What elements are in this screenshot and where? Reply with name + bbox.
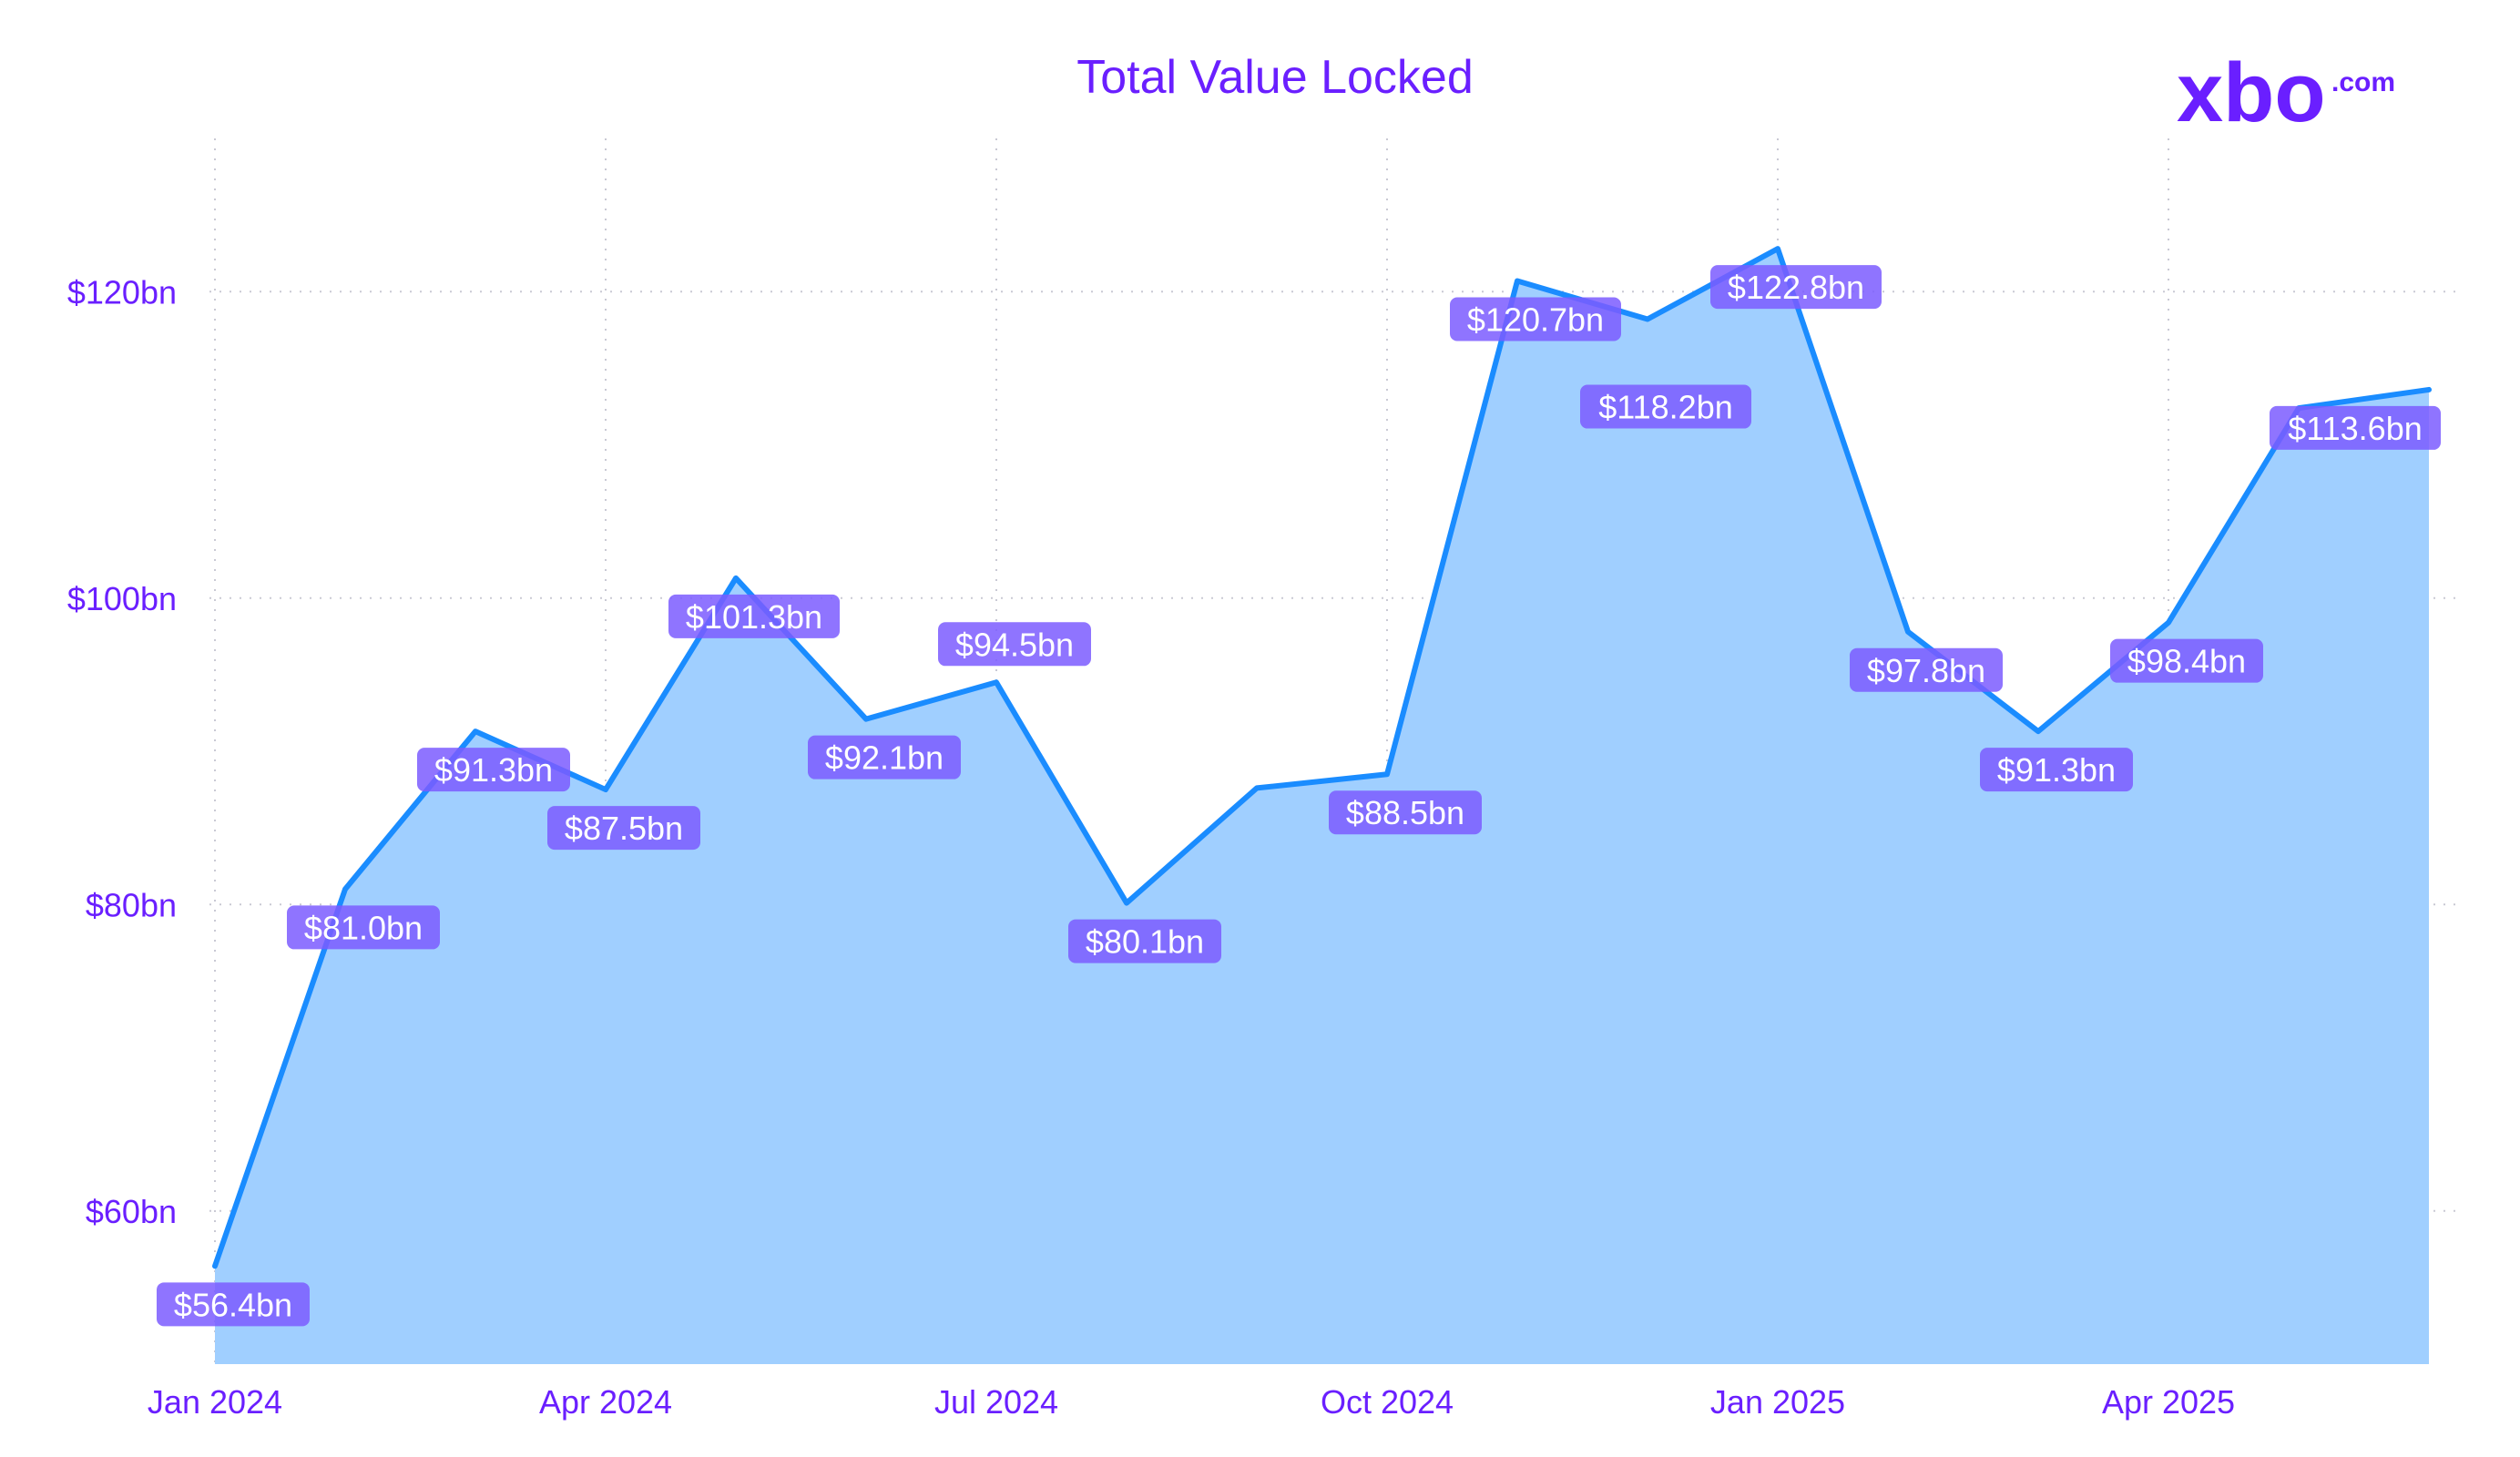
x-tick-label: Oct 2024 <box>1321 1383 1454 1421</box>
data-label: $113.6bn <box>2270 405 2441 450</box>
data-label-text: $80.1bn <box>1086 923 1204 961</box>
data-label-bg <box>1980 748 2133 792</box>
data-label: $56.4bn <box>157 1282 310 1327</box>
data-label: $87.5bn <box>547 806 700 851</box>
x-tick-label: Jan 2025 <box>1710 1383 1845 1421</box>
data-label: $94.5bn <box>938 622 1091 667</box>
data-label-bg <box>938 622 1091 667</box>
data-label-bg <box>668 594 840 638</box>
data-labels: $56.4bn $81.0bn $91.3bn $87.5bn $101.3bn $92.… <box>157 265 2441 1327</box>
data-label-text: $101.3bn <box>686 598 822 636</box>
data-label-text: $87.5bn <box>565 810 683 847</box>
data-label-bg <box>1450 297 1621 341</box>
x-tick-label: Apr 2025 <box>2102 1383 2235 1421</box>
data-label-text: $56.4bn <box>174 1286 292 1323</box>
data-label: $81.0bn <box>287 905 440 950</box>
area-layer <box>212 246 2432 1364</box>
y-tick-label: $120bn <box>67 273 177 311</box>
data-label-text: $91.3bn <box>1997 751 2116 789</box>
series-line <box>212 246 2432 1269</box>
data-label-text: $94.5bn <box>955 626 1074 663</box>
data-label-bg <box>1068 919 1221 963</box>
data-label: $120.7bn <box>1450 297 1621 341</box>
data-label-text: $97.8bn <box>1867 652 1985 689</box>
data-label: $91.3bn <box>417 748 570 792</box>
logo-suffix: .com <box>2331 67 2395 97</box>
data-label-text: $81.0bn <box>304 909 423 946</box>
data-label-bg <box>1580 384 1751 429</box>
data-label: $101.3bn <box>668 594 840 638</box>
area-fill <box>215 249 2429 1364</box>
data-label-text: $92.1bn <box>825 739 944 777</box>
logo-text: xbo <box>2177 46 2326 139</box>
x-tick-label: Jan 2024 <box>148 1383 282 1421</box>
x-axis: Jan 2024 Apr 2024 Jul 2024 Oct 2024 Jan 2025… <box>148 1383 2235 1421</box>
data-label-bg <box>1329 790 1482 835</box>
y-tick-label: $100bn <box>67 580 177 617</box>
data-label-text: $91.3bn <box>434 751 553 789</box>
data-label: $92.1bn <box>808 735 961 779</box>
data-label: $91.3bn <box>1980 748 2133 792</box>
data-label: $118.2bn <box>1580 384 1751 429</box>
data-label: $88.5bn <box>1329 790 1482 835</box>
x-tick-label: Jul 2024 <box>934 1383 1058 1421</box>
data-label-bg <box>1850 647 2003 692</box>
data-label-text: $98.4bn <box>2127 643 2246 680</box>
data-label-text: $118.2bn <box>1598 389 1732 426</box>
data-label: $80.1bn <box>1068 919 1221 963</box>
data-label-bg <box>157 1282 310 1327</box>
data-label: $98.4bn <box>2110 638 2263 683</box>
data-label-bg <box>1710 265 1882 310</box>
data-label-bg <box>417 748 570 792</box>
data-label-text: $122.8bn <box>1728 269 1864 306</box>
data-label: $122.8bn <box>1710 265 1882 310</box>
data-label-bg <box>2270 405 2441 450</box>
data-label-text: $120.7bn <box>1467 301 1604 338</box>
y-axis: $60bn $80bn $100bn $120bn <box>67 273 177 1230</box>
data-label-bg <box>287 905 440 950</box>
xbo-logo: xbo .com <box>2177 46 2395 139</box>
data-label-text: $113.6bn <box>2288 410 2422 447</box>
data-label-bg <box>2110 638 2263 683</box>
data-label-bg <box>547 806 700 851</box>
y-tick-label: $80bn <box>86 886 177 923</box>
y-tick-label: $60bn <box>86 1193 177 1230</box>
chart-title: Total Value Locked <box>1076 51 1474 104</box>
data-label-bg <box>808 735 961 779</box>
data-label: $97.8bn <box>1850 647 2003 692</box>
data-label-text: $88.5bn <box>1346 794 1464 831</box>
x-tick-label: Apr 2024 <box>539 1383 672 1421</box>
